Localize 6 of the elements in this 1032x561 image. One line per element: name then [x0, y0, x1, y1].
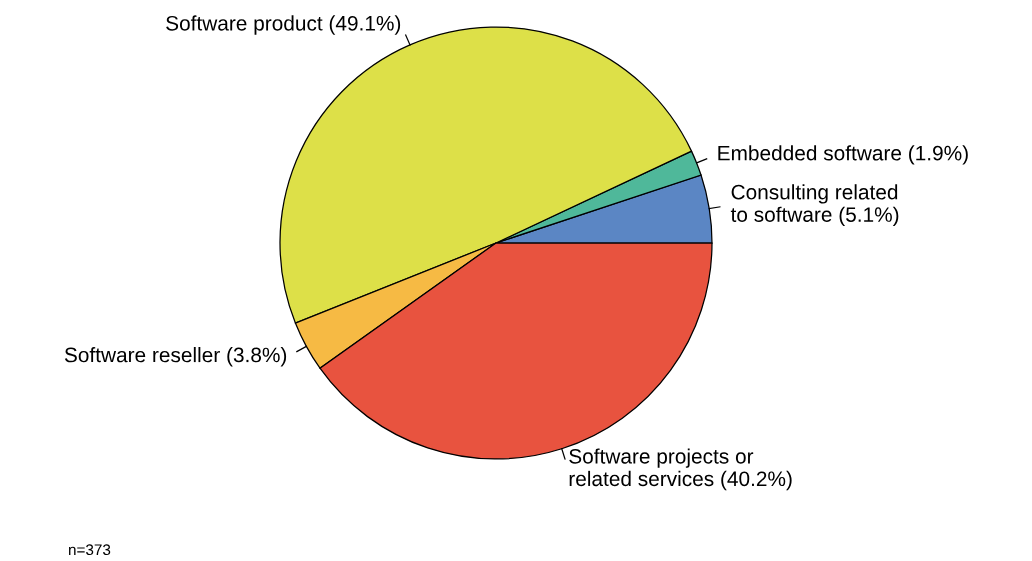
slice-label: Software product (49.1%) [166, 15, 401, 35]
text: n=373 [69, 544, 111, 556]
slice-label: Software reseller (3.8%) [64, 347, 287, 367]
slice-label: Consulting related to software (5.1%) [730, 184, 899, 227]
slice-label: Embedded software (1.9%) [718, 145, 968, 165]
slice-label: Software projects or related services (40.2%) [569, 448, 792, 491]
